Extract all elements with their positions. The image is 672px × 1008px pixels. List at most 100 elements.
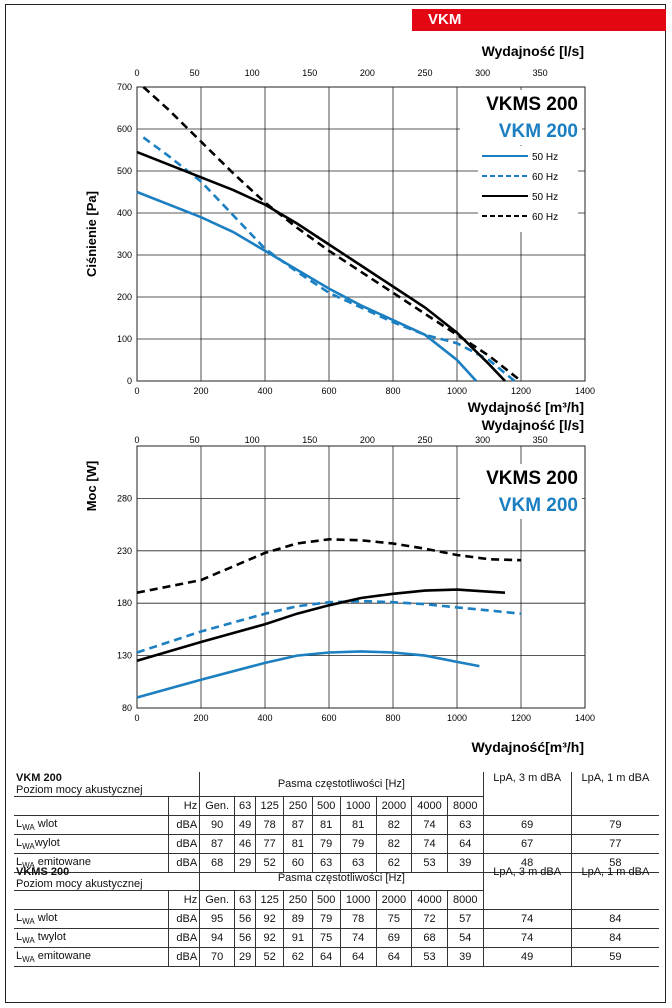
value-cell: 54 [446,928,484,948]
y-tick-label: 300 [117,250,132,260]
x-tick-label: 1000 [447,386,467,396]
title-background [460,464,582,519]
value-cell: 91 [283,928,313,948]
value-cell: 82 [375,815,413,835]
band-label: 125 [255,890,285,910]
value-cell: 56 [234,909,257,929]
band-label: Gen. [199,890,236,910]
value-cell: 64 [375,947,413,967]
chart-title-0: VKMS 200 [486,94,578,115]
value-cell: 56 [234,928,257,948]
value-cell: 29 [234,947,257,967]
band-label: 4000 [411,890,448,910]
x-tick-label: 1400 [575,386,595,396]
y-tick-label: 400 [117,208,132,218]
series-line-1 [136,599,522,654]
x-axis-bottom-label: Wydajność [m³/h] [468,399,584,415]
x-tick-label: 200 [193,386,208,396]
top-tick-label: 200 [360,435,375,445]
value-cell: 92 [255,909,285,929]
band-label: 250 [283,796,313,816]
legend-label-0: 50 Hz [532,152,558,163]
chart-title-0: VKMS 200 [486,468,578,489]
row-label: LWAwylot [14,834,169,854]
band-label: 4000 [411,796,448,816]
x-tick-label: 400 [257,713,272,723]
series-line-1 [142,136,516,383]
top-tick-label: 50 [190,68,200,78]
band-label: 1000 [339,796,377,816]
value-cell: 81 [339,815,377,835]
bands-header: Pasma częstotliwości [Hz] [199,772,484,797]
band-label: 8000 [446,796,484,816]
value-cell: 95 [199,909,236,929]
x-tick-label: 200 [193,713,208,723]
lpa1-header: LpA, 1 m dBA [570,866,659,910]
value-cell: 78 [339,909,377,929]
value-cell: 79 [311,834,341,854]
row-label: LWA twylot [14,928,169,948]
charts-svg: 0 200 400 600 800 1000 1200 1400010020030040050… [84,43,595,755]
legend-label-3: 60 Hz [532,212,558,223]
value-cell: 92 [255,928,285,948]
lpa3-value: 67 [482,834,572,854]
x-tick-label: 800 [385,386,400,396]
value-cell: 81 [283,834,313,854]
value-cell: 53 [411,947,448,967]
value-cell: 79 [311,909,341,929]
x-axis-top-label: Wydajność [l/s] [482,43,584,59]
plot-frame [136,86,586,382]
series-line-2 [136,588,506,663]
value-cell: 87 [283,815,313,835]
y-tick-label: 100 [117,334,132,344]
value-cell: 90 [199,815,236,835]
band-label: 2000 [375,796,413,816]
legend-label-1: 60 Hz [532,172,558,183]
value-cell: 79 [339,834,377,854]
row-label: LWA emitowane [14,947,169,967]
value-cell: 74 [411,834,448,854]
y-axis-label: Ciśnienie [Pa] [84,191,99,277]
top-tick-label: 300 [475,435,490,445]
x-tick-label: 800 [385,713,400,723]
series-line-0 [136,190,478,382]
band-label: 63 [234,796,257,816]
y-tick-label: 0 [127,376,132,386]
value-cell: 68 [411,928,448,948]
chart-title-1: VKM 200 [499,121,578,142]
y-tick-label: 180 [117,598,132,608]
lpa1-header: LpA, 1 m dBA [570,772,659,816]
x-tick-label: 1200 [511,386,531,396]
value-cell: 64 [311,947,341,967]
value-cell: 74 [339,928,377,948]
lpa1-value: 84 [570,909,659,929]
y-axis-label: Moc [W] [84,461,99,512]
legend-box [478,146,578,232]
band-label: 250 [283,890,313,910]
band-label: 63 [234,890,257,910]
legend-label-2: 50 Hz [532,192,558,203]
y-tick-label: 230 [117,546,132,556]
value-cell: 81 [311,815,341,835]
lpa1-value: 84 [570,928,659,948]
lpa3-value: 74 [482,909,572,929]
value-cell: 52 [255,947,285,967]
lpa3-header: LpA, 3 m dBA [482,772,572,816]
value-cell: 78 [255,815,285,835]
y-tick-label: 600 [117,124,132,134]
value-cell: 49 [234,815,257,835]
unit-cell: dBA [167,909,201,929]
hz-label: Hz [167,796,201,816]
value-cell: 39 [446,947,484,967]
acoustic-table-vkms200: VKMS 200 Poziom mocy akustycznej Pasma czę… [14,866,659,967]
lpa3-header: LpA, 3 m dBA [482,866,572,910]
band-label: Gen. [199,796,236,816]
top-tick-label: 350 [533,435,548,445]
value-cell: 75 [311,928,341,948]
value-cell: 74 [411,815,448,835]
chart-title-1: VKM 200 [499,495,578,516]
page-frame [5,4,666,1003]
top-tick-label: 50 [190,435,200,445]
value-cell: 62 [283,947,313,967]
y-tick-label: 130 [117,651,132,661]
